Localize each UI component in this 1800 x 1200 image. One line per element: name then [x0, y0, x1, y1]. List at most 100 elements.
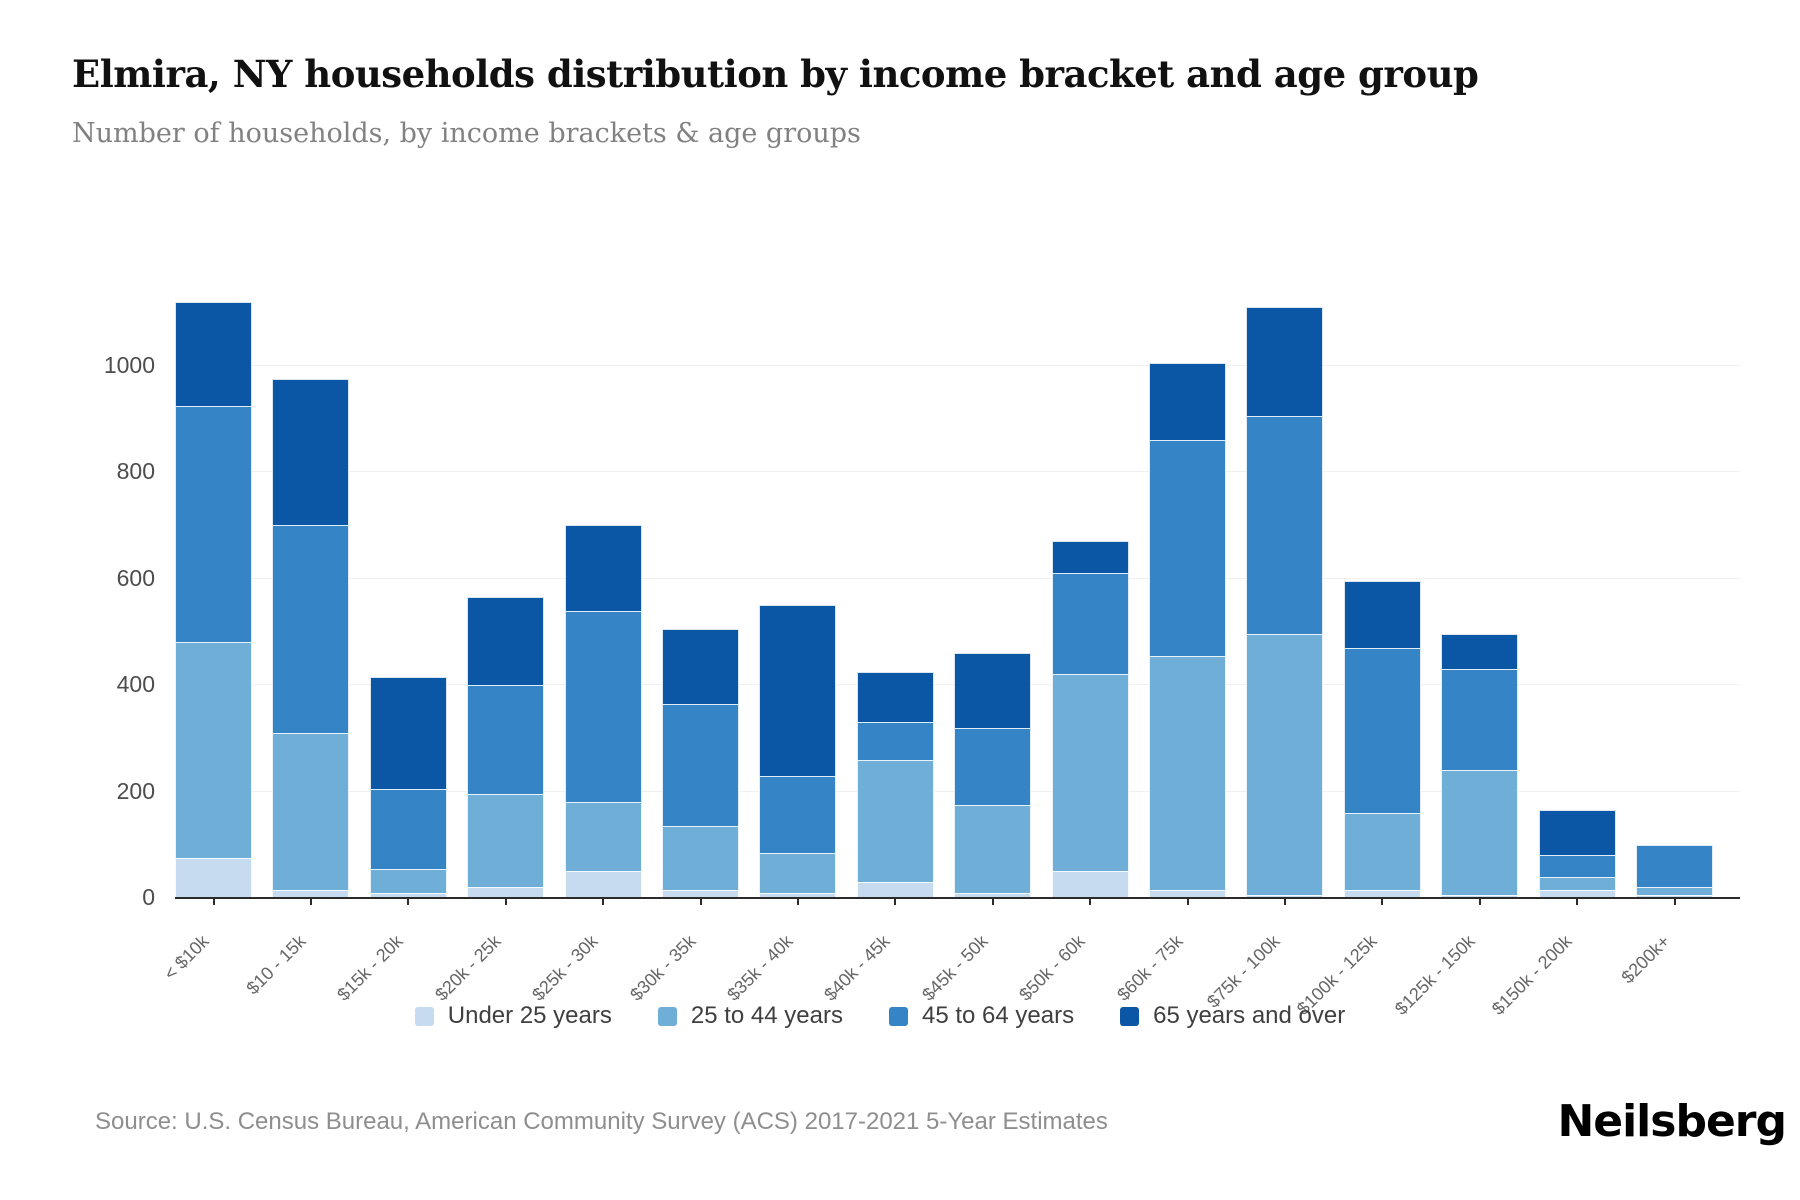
bar-segment[interactable]: [1636, 895, 1713, 898]
bar-segment[interactable]: [1149, 655, 1226, 891]
bar-segment[interactable]: [564, 802, 642, 872]
bar-segment[interactable]: [1636, 887, 1713, 896]
bar-segment[interactable]: [1051, 674, 1129, 872]
bar-segment[interactable]: [369, 892, 447, 898]
bar-segment[interactable]: [467, 794, 545, 888]
bar-segment[interactable]: [272, 890, 350, 898]
bar-segment[interactable]: [1246, 307, 1324, 417]
bar-segment[interactable]: [856, 759, 934, 883]
stacked-bar-$20k - 25k[interactable]: [467, 597, 545, 898]
bar-segment[interactable]: [856, 671, 934, 723]
bar-segment[interactable]: [954, 727, 1032, 805]
stacked-bar-$50k - 60k[interactable]: [1051, 541, 1129, 898]
source-text: Source: U.S. Census Bureau, American Com…: [95, 1108, 1108, 1135]
bar-segment[interactable]: [662, 890, 739, 898]
bar-segment[interactable]: [272, 732, 350, 891]
bar-segment[interactable]: [759, 852, 837, 893]
bar-segment[interactable]: [1441, 770, 1519, 896]
bar-segment[interactable]: [564, 525, 642, 611]
gridline: [175, 577, 1740, 579]
bar-segment[interactable]: [1149, 362, 1226, 441]
bar-segment[interactable]: [954, 892, 1032, 898]
stacked-bar-$45k - 50k[interactable]: [954, 653, 1032, 898]
bar-segment[interactable]: [954, 653, 1032, 728]
bar-segment[interactable]: [1246, 634, 1324, 896]
stacked-bar-$150k - 200k[interactable]: [1538, 810, 1616, 898]
bar-segment[interactable]: [1149, 890, 1226, 898]
bar-segment[interactable]: [1343, 647, 1421, 813]
bar-segment[interactable]: [564, 610, 642, 803]
bar-segment[interactable]: [1051, 541, 1129, 574]
bar-segment[interactable]: [175, 858, 252, 898]
stacked-bar-$75k - 100k[interactable]: [1246, 307, 1324, 898]
x-tick: [1283, 898, 1286, 905]
bar-segment[interactable]: [272, 378, 350, 526]
bar-segment[interactable]: [1246, 895, 1324, 898]
stacked-bar-$125k - 150k[interactable]: [1441, 634, 1519, 898]
bar-segment[interactable]: [369, 788, 447, 869]
bar-segment[interactable]: [1441, 669, 1519, 771]
bar-segment[interactable]: [1538, 810, 1616, 856]
bar-segment[interactable]: [759, 605, 837, 776]
y-tick-label: 400: [116, 671, 155, 698]
bar-segment[interactable]: [1149, 440, 1226, 656]
bar-segment[interactable]: [175, 405, 252, 643]
stacked-bar-$15k - 20k[interactable]: [369, 677, 447, 898]
bar-segment[interactable]: [662, 629, 739, 704]
bar-segment[interactable]: [1246, 416, 1324, 635]
stacked-bar-$25k - 30k[interactable]: [564, 525, 642, 898]
stacked-bar-$200k+[interactable]: [1636, 844, 1713, 898]
legend-item[interactable]: Under 25 years: [414, 1002, 612, 1030]
bar-segment[interactable]: [467, 685, 545, 795]
stacked-bar-< $10k[interactable]: [175, 301, 252, 898]
bar-segment[interactable]: [1343, 812, 1421, 891]
bar-segment[interactable]: [1343, 890, 1421, 898]
bar-segment[interactable]: [1051, 871, 1129, 898]
bar-segment[interactable]: [1538, 876, 1616, 891]
legend-item[interactable]: 45 to 64 years: [888, 1002, 1075, 1030]
bar-segment[interactable]: [467, 887, 545, 898]
bar-segment[interactable]: [175, 301, 252, 406]
x-tick: [1576, 898, 1579, 905]
gridline: [175, 364, 1740, 366]
legend-label: 25 to 44 years: [690, 1002, 843, 1029]
bar-segment[interactable]: [369, 677, 447, 789]
bar-segment[interactable]: [856, 882, 934, 898]
bar-segment[interactable]: [1441, 634, 1519, 670]
bar-segment[interactable]: [1343, 581, 1421, 648]
stacked-bar-$60k - 75k[interactable]: [1149, 362, 1226, 898]
bar-segment[interactable]: [759, 892, 837, 898]
bar-segment[interactable]: [662, 703, 739, 827]
gridline: [175, 471, 1740, 473]
bar-segment[interactable]: [856, 722, 934, 760]
stacked-bar-$35k - 40k[interactable]: [759, 605, 837, 898]
bar-segment[interactable]: [369, 868, 447, 893]
stacked-bar-$10 - 15k[interactable]: [272, 378, 350, 898]
stacked-bar-$40k - 45k[interactable]: [856, 671, 934, 898]
legend-item[interactable]: 25 to 44 years: [657, 1002, 843, 1030]
y-tick-label: 1000: [103, 351, 155, 378]
x-tick: [602, 898, 605, 905]
bar-segment[interactable]: [1441, 895, 1519, 898]
bar-segment[interactable]: [175, 642, 252, 859]
stacked-bar-$100k - 125k[interactable]: [1343, 581, 1421, 898]
x-tick: [1186, 898, 1189, 905]
bar-segment[interactable]: [1538, 855, 1616, 877]
bar-segment[interactable]: [1051, 573, 1129, 675]
legend-swatch-icon: [888, 1006, 908, 1026]
y-tick-label: 600: [116, 564, 155, 591]
legend-item[interactable]: 65 years and over: [1120, 1002, 1345, 1030]
bar-segment[interactable]: [564, 871, 642, 898]
legend-swatch-icon: [1120, 1006, 1140, 1026]
stacked-bar-$30k - 35k[interactable]: [662, 629, 739, 898]
bar-segment[interactable]: [1636, 844, 1713, 888]
bar-segment[interactable]: [272, 525, 350, 733]
x-tick: [1673, 898, 1676, 905]
bar-segment[interactable]: [467, 597, 545, 686]
bar-segment[interactable]: [954, 804, 1032, 893]
bar-segment[interactable]: [662, 826, 739, 891]
bar-segment[interactable]: [759, 775, 837, 853]
legend-label: 45 to 64 years: [921, 1002, 1075, 1029]
bar-segment[interactable]: [1538, 890, 1616, 898]
